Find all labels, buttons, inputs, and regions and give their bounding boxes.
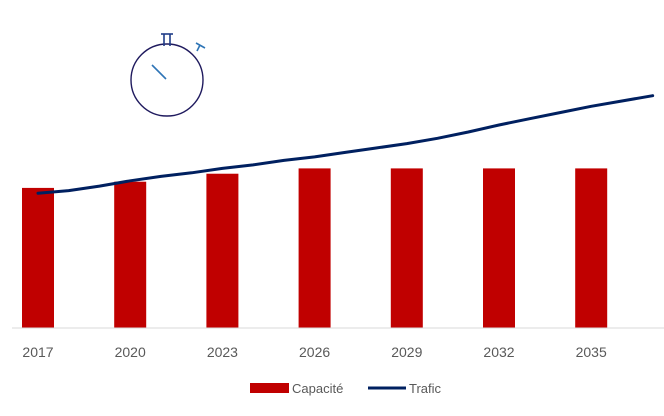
x-tick-label: 2029 [391,344,422,360]
trafic-line-layer [36,94,655,195]
x-tick-label: 2035 [576,344,607,360]
x-tick-label: 2032 [483,344,514,360]
x-tick-label: 2023 [207,344,238,360]
x-tick-label: 2020 [115,344,146,360]
legend-swatch-capacite [250,383,289,393]
bar-capacite-2023 [206,173,239,328]
capacity-bars [22,168,608,328]
legend-label-capacite: Capacité [292,381,343,396]
legend: Capacité Trafic [250,381,442,396]
x-tick-label: 2026 [299,344,330,360]
stopwatch-icon [130,33,206,117]
bar-capacite-2026 [298,168,331,328]
bar-capacite-2035 [575,168,608,328]
x-axis-tick-labels: 2017 2020 2023 2026 2029 2032 2035 [22,344,607,360]
series-line-trafic [36,94,655,195]
bar-capacite-2017 [22,187,54,328]
bar-capacite-2032 [483,168,515,328]
legend-label-trafic: Trafic [409,381,442,396]
bar-capacite-2020 [114,181,147,328]
bar-capacite-2029 [390,168,423,328]
x-tick-label: 2017 [22,344,53,360]
